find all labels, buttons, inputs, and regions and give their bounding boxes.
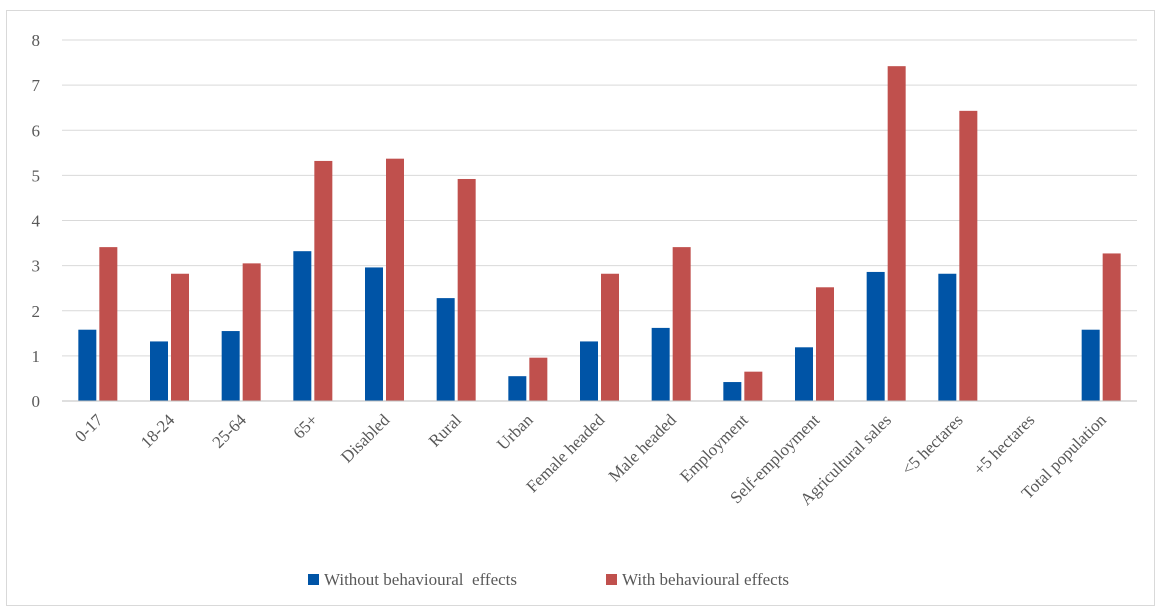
bar-without-10 [795, 347, 813, 401]
bar-with-5 [457, 178, 476, 401]
bar-without-0 [78, 329, 97, 401]
y-tick-label: 2 [32, 302, 41, 321]
bar-with-9 [744, 371, 763, 401]
y-tick-label: 7 [32, 76, 41, 95]
legend-swatch [606, 574, 617, 585]
x-tick-label: 0-17 [71, 410, 107, 446]
y-tick-label: 5 [32, 166, 41, 185]
bar-without-3 [293, 251, 312, 401]
bar-with-1 [171, 273, 189, 401]
bar-with-0 [99, 247, 118, 401]
x-tick-label: +5 hectares [970, 410, 1039, 479]
legend: Without behavioural effects With behaviou… [308, 570, 789, 589]
x-tick-label: Disabled [337, 410, 394, 467]
bar-without-5 [436, 298, 455, 401]
y-axis-ticks: 0 1 2 3 4 5 6 7 8 [32, 31, 41, 411]
bar-without-6 [508, 376, 527, 401]
bar-with-6 [529, 357, 548, 401]
y-tick-label: 1 [32, 347, 41, 366]
legend-label: With behavioural effects [622, 570, 789, 589]
bar-without-9 [723, 382, 742, 401]
y-tick-label: 0 [32, 392, 41, 411]
bar-without-2 [221, 331, 240, 401]
x-tick-label: Urban [493, 410, 537, 454]
gridlines [62, 39, 1137, 357]
bar-without-11 [866, 271, 885, 401]
bar-with-7 [601, 273, 619, 401]
bar-without-12 [938, 273, 957, 401]
x-tick-label: 18-24 [137, 410, 179, 452]
y-tick-label: 6 [32, 121, 41, 140]
bar-with-12 [959, 110, 978, 401]
x-tick-label: Rural [425, 410, 465, 450]
x-axis-labels: 0-17 18-24 25-64 65+ Disabled Rural UrbanFemal… [71, 410, 1110, 509]
x-tick-label: 65+ [289, 410, 321, 442]
legend-swatch [308, 574, 319, 585]
bar-without-14 [1081, 329, 1100, 401]
bar-without-8 [651, 327, 670, 401]
bar-with-3 [314, 160, 333, 401]
bar-with-11 [887, 66, 906, 402]
bar-without-1 [150, 341, 168, 401]
x-tick-label: Employment [676, 410, 752, 486]
y-tick-label: 3 [32, 257, 41, 276]
legend-label: Without behavioural effects [324, 570, 517, 589]
bar-with-14 [1102, 253, 1121, 401]
bar-with-10 [816, 287, 834, 401]
bars [78, 66, 1121, 402]
bar-without-7 [580, 341, 598, 401]
y-tick-label: 8 [32, 31, 41, 50]
bar-with-8 [672, 247, 691, 401]
y-tick-label: 4 [32, 212, 41, 231]
x-tick-label: <5 hectares [898, 410, 967, 479]
bar-with-4 [386, 158, 404, 401]
bar-with-2 [242, 263, 261, 401]
bar-without-4 [365, 267, 383, 401]
x-tick-label: 25-64 [209, 410, 251, 452]
x-tick-label: Male headed [605, 410, 681, 486]
